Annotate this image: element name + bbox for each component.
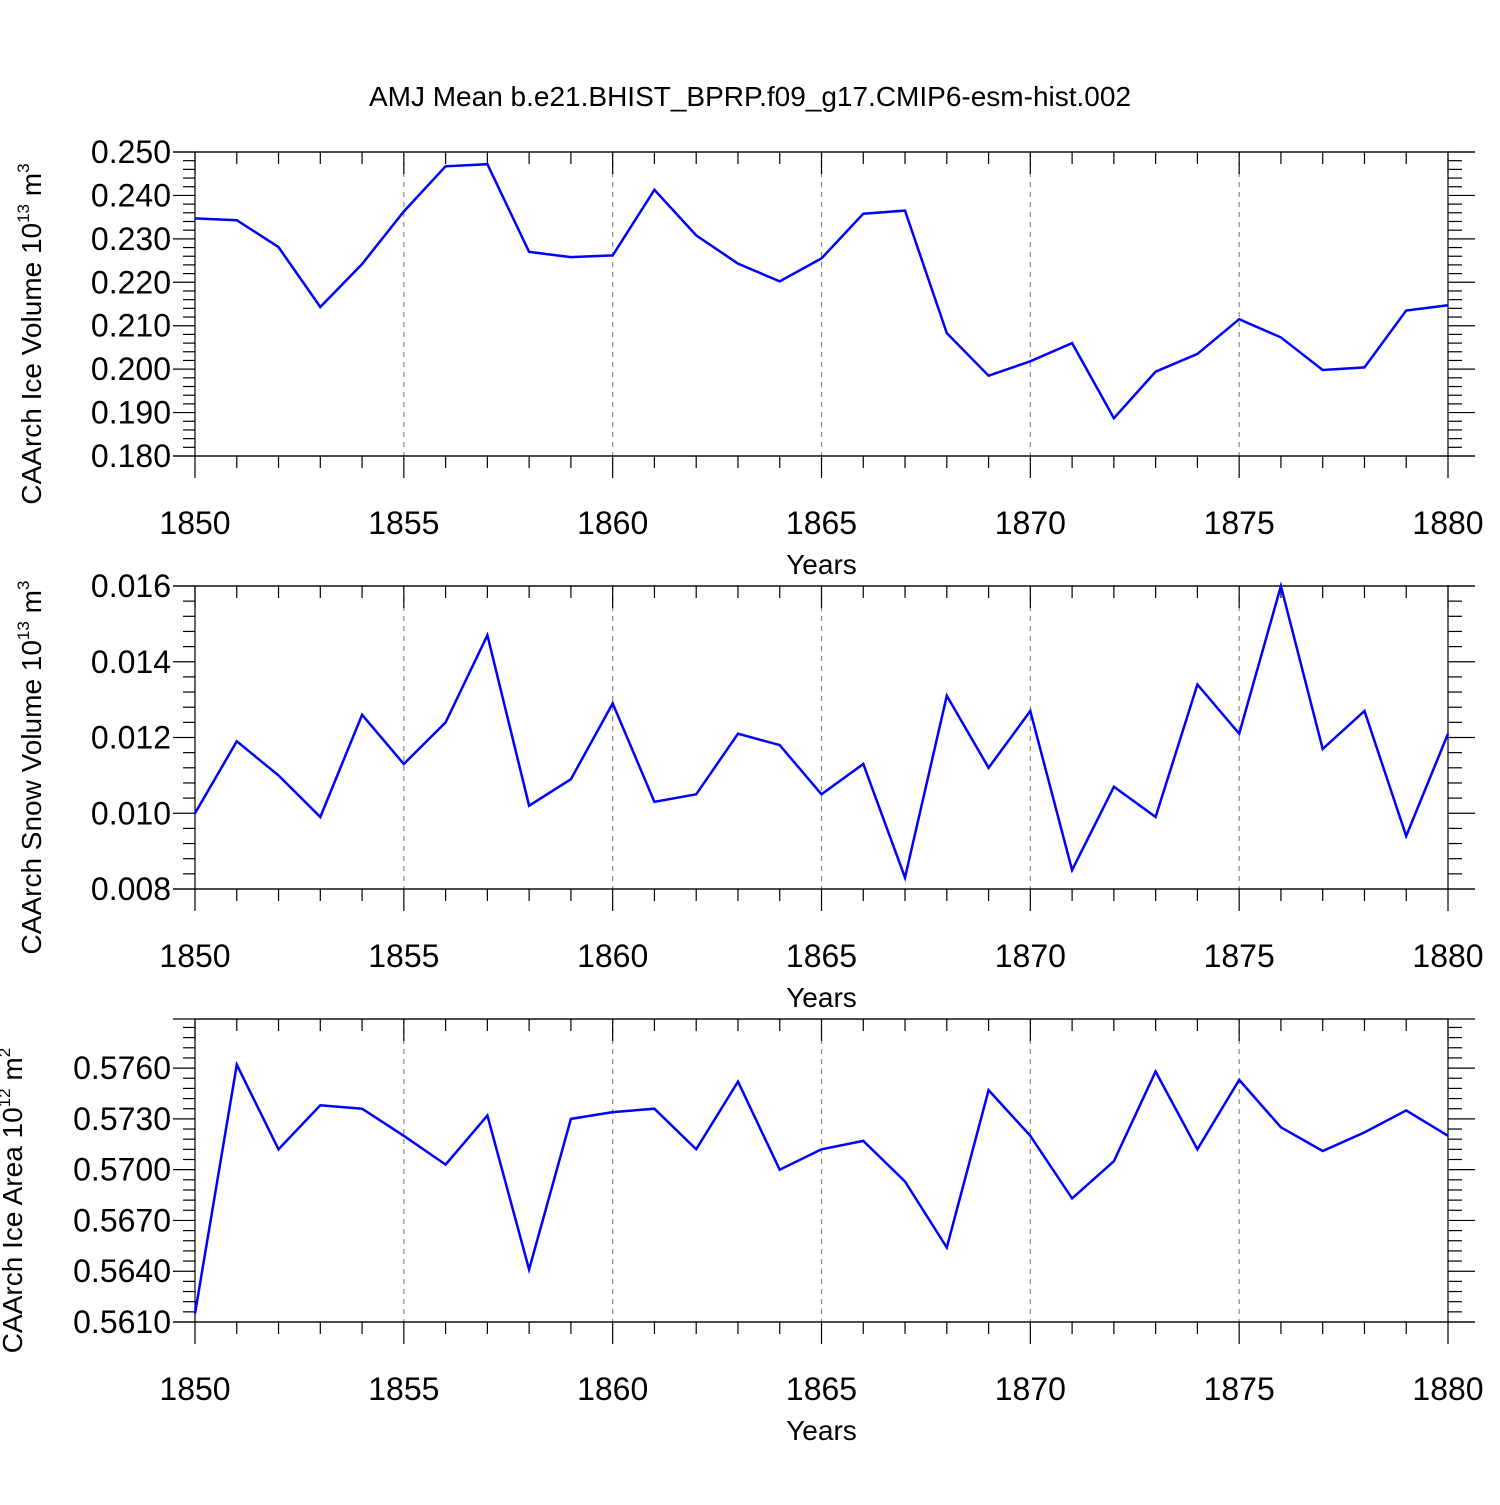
x-tick-label-1865: 1865 [786, 505, 857, 541]
y-tick-label: 0.5670 [73, 1202, 171, 1238]
x-tick-label-1865: 1865 [786, 938, 857, 974]
x-tick-label-1860: 1860 [577, 505, 648, 541]
x-axis-title: Years [786, 982, 857, 1013]
y-tick-label: 0.014 [91, 644, 171, 680]
y-tick-label: 0.012 [91, 720, 171, 756]
y-tick-label: 0.200 [91, 351, 171, 387]
x-axis-title: Years [786, 1415, 857, 1446]
x-axis-title: Years [786, 549, 857, 580]
x-tick-label-1880: 1880 [1412, 505, 1483, 541]
chart-title: AMJ Mean b.e21.BHIST_BPRP.f09_g17.CMIP6-… [369, 81, 1131, 112]
x-tick-label-1850: 1850 [159, 1371, 230, 1407]
x-tick-label-1870: 1870 [995, 938, 1066, 974]
x-tick-label-1855: 1855 [368, 505, 439, 541]
x-tick-label-1875: 1875 [1204, 938, 1275, 974]
y-tick-label: 0.5730 [73, 1101, 171, 1137]
x-tick-label-1860: 1860 [577, 938, 648, 974]
x-tick-label-1875: 1875 [1204, 505, 1275, 541]
y-axis-title: CAArch Ice Volume 1013 m3 [14, 163, 47, 504]
panel-ice-volume: 1850 1855 1860 1865 1870 1875 1880 0.180 0.190 0.… [14, 134, 1484, 580]
y-tick-label: 0.5700 [73, 1152, 171, 1188]
x-tick-label-1865: 1865 [786, 1371, 857, 1407]
y-tick-label: 0.190 [91, 395, 171, 431]
y-tick-label: 0.010 [91, 795, 171, 831]
panel-snow-volume: 1850 1855 1860 1865 1870 1875 1880 0.008 0.010 0.… [14, 568, 1484, 1013]
x-tick-label-1860: 1860 [577, 1371, 648, 1407]
x-tick-label-1880: 1880 [1412, 1371, 1483, 1407]
x-tick-label-1870: 1870 [995, 1371, 1066, 1407]
y-axis-title: CAArch Snow Volume 1013 m3 [14, 581, 47, 955]
y-tick-label: 0.008 [91, 871, 171, 907]
x-tick-label-1875: 1875 [1204, 1371, 1275, 1407]
panel-ice-area: 1850 1855 1860 1865 1870 1875 1880 0.5610 0.5640… [0, 1019, 1484, 1446]
x-tick-label-1855: 1855 [368, 1371, 439, 1407]
y-tick-label: 0.240 [91, 177, 171, 213]
y-tick-label: 0.250 [91, 134, 171, 170]
y-tick-label: 0.210 [91, 308, 171, 344]
x-tick-label-1880: 1880 [1412, 938, 1483, 974]
y-tick-label: 0.5760 [73, 1050, 171, 1086]
y-tick-label: 0.230 [91, 221, 171, 257]
y-tick-label: 0.5640 [73, 1253, 171, 1289]
x-tick-label-1870: 1870 [995, 505, 1066, 541]
y-tick-label: 0.180 [91, 438, 171, 474]
y-tick-label: 0.220 [91, 264, 171, 300]
x-tick-label-1850: 1850 [159, 938, 230, 974]
y-tick-label: 0.016 [91, 568, 171, 604]
x-tick-label-1855: 1855 [368, 938, 439, 974]
y-axis-title: CAArch Ice Area 1012 m2 [0, 1048, 28, 1353]
y-tick-label: 0.5610 [73, 1304, 171, 1340]
x-tick-label-1850: 1850 [159, 505, 230, 541]
